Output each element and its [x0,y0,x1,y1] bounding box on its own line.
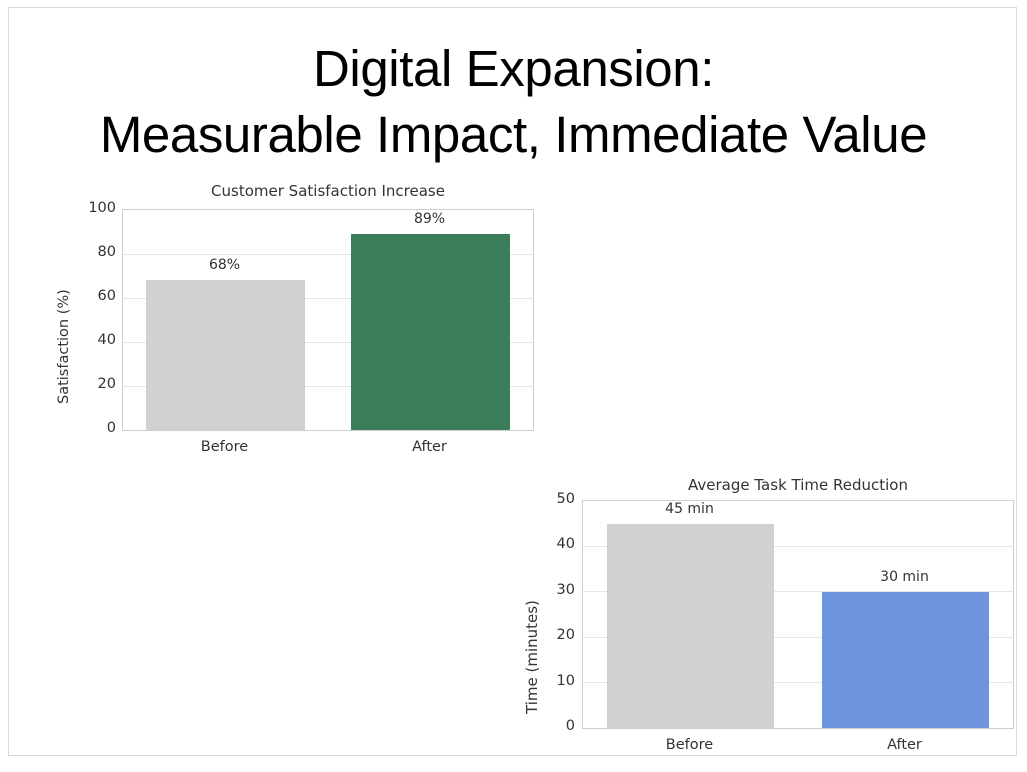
x-axis-tick-label: Before [665,737,714,753]
bar-before [606,523,775,728]
y-axis-tick-label: 10 [556,672,575,689]
y-axis-tick-label: 20 [97,376,116,392]
gridline [583,636,1013,638]
y-axis-tick-label: 100 [88,200,116,216]
y-axis-tick-label: 0 [106,420,116,436]
chart-yaxis-customer-satisfaction: 0 20 40 60 80 100 [72,201,116,435]
gridline [123,385,533,387]
y-axis-tick-label: 50 [556,491,575,507]
chart-title-average-task-time: Average Task Time Reduction [688,476,908,494]
gridline [123,253,533,255]
chart-customer-satisfaction: Customer Satisfaction Increase Satisfact… [42,178,542,463]
page-title-line-1: Digital Expansion: [312,40,715,97]
chart-title-customer-satisfaction: Customer Satisfaction Increase [211,182,445,200]
bar-value-label: 45 min [665,500,714,517]
bar-before [145,280,306,430]
bar-after [821,591,990,728]
chart-average-task-time: Average Task Time Reduction Time (minute… [499,468,1024,760]
chart-plot-area-customer-satisfaction [122,209,534,431]
y-axis-tick-label: 60 [97,288,116,304]
chart-yaxis-average-task-time: 0 10 20 30 40 50 [527,492,575,733]
x-axis-tick-label: Before [200,439,249,455]
y-axis-tick-label: 30 [556,581,575,598]
gridline [583,682,1013,684]
slide-canvas: Digital Expansion: Measurable Impact, Im… [8,7,1017,756]
y-axis-tick-label: 20 [556,627,575,644]
bar-value-label: 30 min [880,568,929,585]
y-axis-tick-label: 80 [97,244,116,260]
bar-value-label: 89% [413,211,446,228]
gridline [583,545,1013,547]
page-title-line-2: Measurable Impact, Immediate Value [99,105,928,163]
gridline [123,297,533,299]
chart-plot-area-average-task-time [582,500,1014,729]
x-axis-tick-label: After [887,737,922,753]
x-axis-tick-label: After [412,439,447,455]
bar-after [350,234,511,430]
page-title: Digital Expansion: Measurable Impact, Im… [9,36,1018,168]
gridline [583,591,1013,593]
chart-ylabel-customer-satisfaction: Satisfaction (%) [56,289,72,404]
gridline [123,341,533,343]
y-axis-tick-label: 0 [565,718,575,734]
bar-value-label: 68% [208,257,241,274]
y-axis-tick-label: 40 [556,536,575,553]
y-axis-tick-label: 40 [97,332,116,348]
